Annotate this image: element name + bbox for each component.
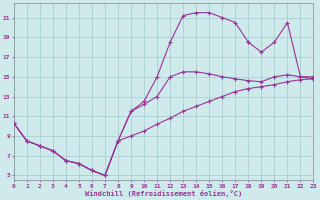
X-axis label: Windchill (Refroidissement éolien,°C): Windchill (Refroidissement éolien,°C) bbox=[85, 190, 242, 197]
